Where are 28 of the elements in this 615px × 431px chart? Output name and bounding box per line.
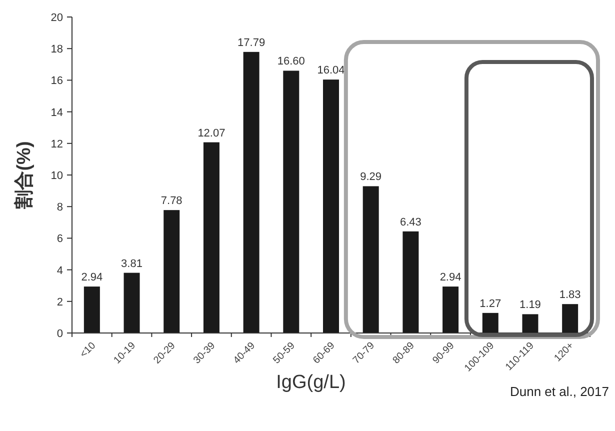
x-tick-label: <10 <box>78 340 98 360</box>
data-label: 16.60 <box>277 56 305 68</box>
data-label: 2.94 <box>440 272 462 284</box>
data-label: 7.78 <box>160 195 182 208</box>
data-label: 1.27 <box>480 298 502 310</box>
y-tick-label: 14 <box>50 106 63 119</box>
data-label: 17.79 <box>238 36 266 49</box>
data-label: 1.83 <box>559 289 581 302</box>
y-tick-label: 6 <box>56 233 63 246</box>
y-tick-label: 12 <box>50 138 63 150</box>
y-tick-label: 10 <box>50 170 63 182</box>
x-axis-title: IgG(g/L) <box>276 372 346 393</box>
y-tick-label: 2 <box>56 296 63 308</box>
data-label: 3.81 <box>121 258 142 270</box>
y-tick-label: 4 <box>56 264 63 277</box>
y-tick-label: 0 <box>56 328 63 340</box>
data-label: 16.04 <box>317 64 345 77</box>
data-label: 6.43 <box>400 216 422 228</box>
data-label: 12.07 <box>198 127 226 140</box>
data-label: 1.19 <box>520 299 541 312</box>
y-tick-label: 16 <box>50 75 63 88</box>
y-axis-title: 割合(%) <box>13 141 35 210</box>
y-tick-label: 8 <box>56 202 63 214</box>
y-tick-label: 20 <box>50 12 63 24</box>
y-tick-label: 18 <box>50 44 63 56</box>
text: Dunn et al., 2017 <box>510 384 609 399</box>
data-label: 2.94 <box>81 272 103 284</box>
data-label: 9.29 <box>360 171 382 184</box>
